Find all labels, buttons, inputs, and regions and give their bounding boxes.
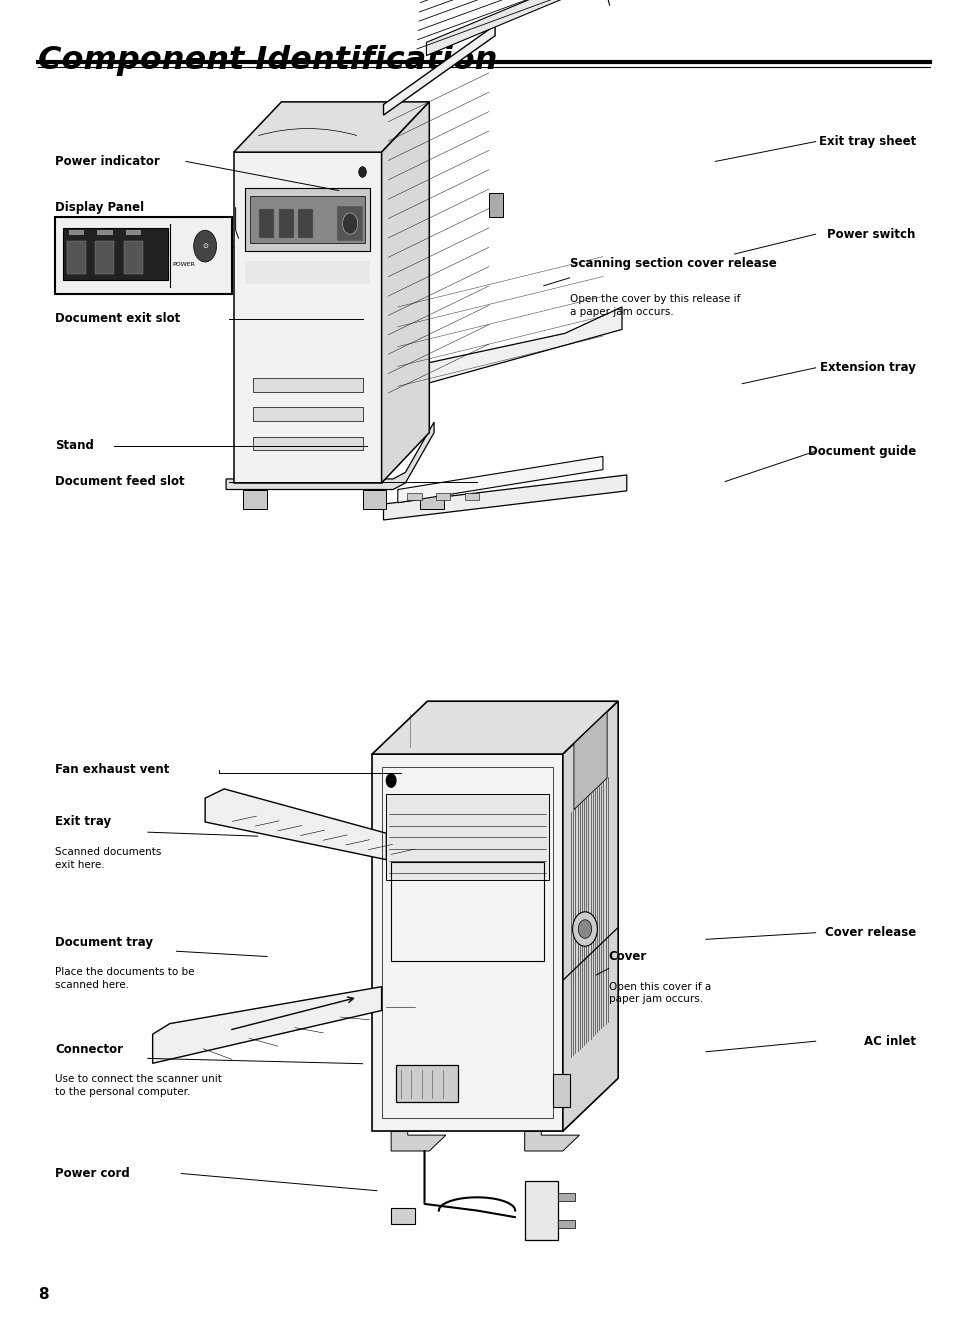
Polygon shape xyxy=(152,987,381,1064)
Bar xyxy=(553,1074,570,1107)
Text: Extension tray: Extension tray xyxy=(820,361,915,374)
Polygon shape xyxy=(574,712,606,810)
Polygon shape xyxy=(383,25,495,115)
Bar xyxy=(381,767,553,1118)
Bar xyxy=(407,493,421,500)
Text: Power cord: Power cord xyxy=(55,1167,130,1180)
Text: Stand: Stand xyxy=(55,439,94,452)
Bar xyxy=(336,206,363,241)
Text: Cover release: Cover release xyxy=(823,926,915,939)
Text: Document guide: Document guide xyxy=(807,445,915,458)
Bar xyxy=(253,378,362,392)
Bar xyxy=(253,437,362,450)
Bar xyxy=(253,407,362,421)
Bar xyxy=(67,241,86,274)
Text: Use to connect the scanner unit
to the personal computer.: Use to connect the scanner unit to the p… xyxy=(55,1074,222,1097)
Text: Document tray: Document tray xyxy=(55,935,153,949)
Text: Fan exhaust vent: Fan exhaust vent xyxy=(55,763,170,777)
Bar xyxy=(250,196,365,243)
Bar xyxy=(55,217,232,294)
Text: Open the cover by this release if
a paper jam occurs.: Open the cover by this release if a pape… xyxy=(569,294,740,316)
Polygon shape xyxy=(426,0,617,56)
Circle shape xyxy=(578,919,591,938)
Bar xyxy=(278,209,294,238)
Circle shape xyxy=(342,213,357,234)
Circle shape xyxy=(572,912,597,946)
Bar xyxy=(69,230,84,235)
Bar xyxy=(124,241,143,274)
Polygon shape xyxy=(524,1115,578,1151)
Bar xyxy=(95,241,114,274)
Bar xyxy=(386,794,548,880)
Text: Display Panel: Display Panel xyxy=(55,201,144,214)
Bar xyxy=(97,230,112,235)
Polygon shape xyxy=(226,422,434,490)
Bar xyxy=(362,490,386,509)
Text: Open this cover if a
paper jam occurs.: Open this cover if a paper jam occurs. xyxy=(608,982,710,1004)
Text: Scanning section cover release: Scanning section cover release xyxy=(569,257,776,270)
Polygon shape xyxy=(383,475,626,520)
Text: Exit tray: Exit tray xyxy=(55,815,112,828)
Bar xyxy=(419,490,443,509)
Bar xyxy=(436,493,450,500)
Text: Power indicator: Power indicator xyxy=(55,155,160,168)
Text: Power switch: Power switch xyxy=(826,228,915,241)
Bar xyxy=(489,193,503,217)
Text: 8: 8 xyxy=(38,1287,49,1302)
Circle shape xyxy=(386,774,395,787)
Bar xyxy=(391,1208,415,1224)
Text: Place the documents to be
scanned here.: Place the documents to be scanned here. xyxy=(55,967,194,990)
Text: Component Identification: Component Identification xyxy=(38,45,497,75)
Polygon shape xyxy=(397,456,602,503)
Bar xyxy=(297,209,313,238)
Text: Scanned documents
exit here.: Scanned documents exit here. xyxy=(55,847,162,869)
Text: Cover: Cover xyxy=(608,950,646,963)
Polygon shape xyxy=(205,789,386,860)
Text: ⊙: ⊙ xyxy=(202,243,208,249)
Circle shape xyxy=(358,167,366,177)
Polygon shape xyxy=(372,701,618,754)
Bar xyxy=(243,490,267,509)
Polygon shape xyxy=(372,754,562,1131)
Text: Document feed slot: Document feed slot xyxy=(55,475,185,488)
Polygon shape xyxy=(393,307,621,393)
Text: Connector: Connector xyxy=(55,1043,123,1056)
Bar xyxy=(258,209,274,238)
Bar xyxy=(464,493,478,500)
Bar xyxy=(391,863,543,962)
Polygon shape xyxy=(233,152,381,483)
Polygon shape xyxy=(381,102,429,483)
Polygon shape xyxy=(524,1181,558,1240)
Bar xyxy=(558,1220,575,1228)
Bar xyxy=(558,1193,575,1201)
Bar xyxy=(126,230,141,235)
Bar xyxy=(245,261,370,284)
Text: Exit tray sheet: Exit tray sheet xyxy=(818,135,915,148)
Circle shape xyxy=(193,230,216,262)
Polygon shape xyxy=(391,1115,445,1151)
Polygon shape xyxy=(562,701,618,1131)
Text: AC inlet: AC inlet xyxy=(862,1035,915,1048)
Text: POWER: POWER xyxy=(172,262,195,267)
Bar xyxy=(63,228,168,280)
Polygon shape xyxy=(233,102,429,152)
Bar xyxy=(395,1065,457,1102)
Text: Document exit slot: Document exit slot xyxy=(55,312,180,325)
Bar xyxy=(245,188,370,251)
